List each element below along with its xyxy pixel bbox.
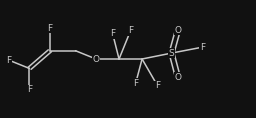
Text: F: F [128,26,133,35]
Text: F: F [27,85,32,94]
Text: F: F [6,56,12,65]
Text: F: F [133,79,138,88]
Text: O: O [174,73,182,82]
Text: S: S [169,49,174,58]
Text: F: F [155,81,160,90]
Text: O: O [92,55,100,63]
Text: O: O [174,26,182,35]
Text: F: F [110,29,115,38]
Text: F: F [200,43,205,52]
Text: F: F [47,24,52,33]
